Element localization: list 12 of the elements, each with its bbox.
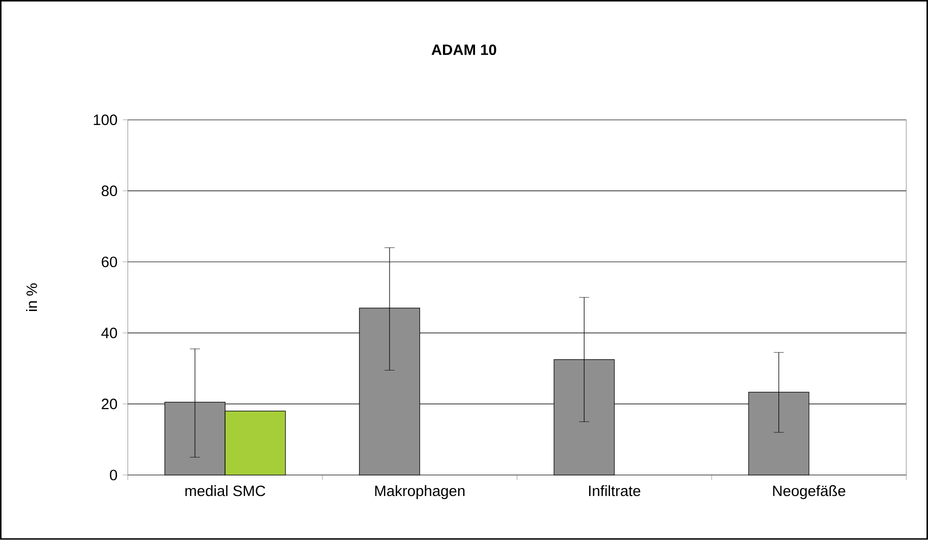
x-tick-label: Neogefäße	[773, 485, 846, 500]
y-tick-label: 80	[102, 186, 118, 196]
y-tick-label: 40	[101, 328, 118, 338]
y-axis-title: in %	[26, 284, 38, 312]
x-tick-label: Makrophagen	[375, 485, 464, 500]
y-tick-label: 100	[94, 114, 118, 126]
x-tick-label: medial SMC	[185, 485, 266, 496]
y-tick-label: 60	[102, 256, 118, 268]
x-tick-label: Infiltrate	[589, 485, 640, 496]
y-tick-label: 0	[110, 470, 118, 480]
chart-title: ADAM 10	[432, 44, 496, 56]
y-tick-label: 20	[102, 398, 118, 410]
